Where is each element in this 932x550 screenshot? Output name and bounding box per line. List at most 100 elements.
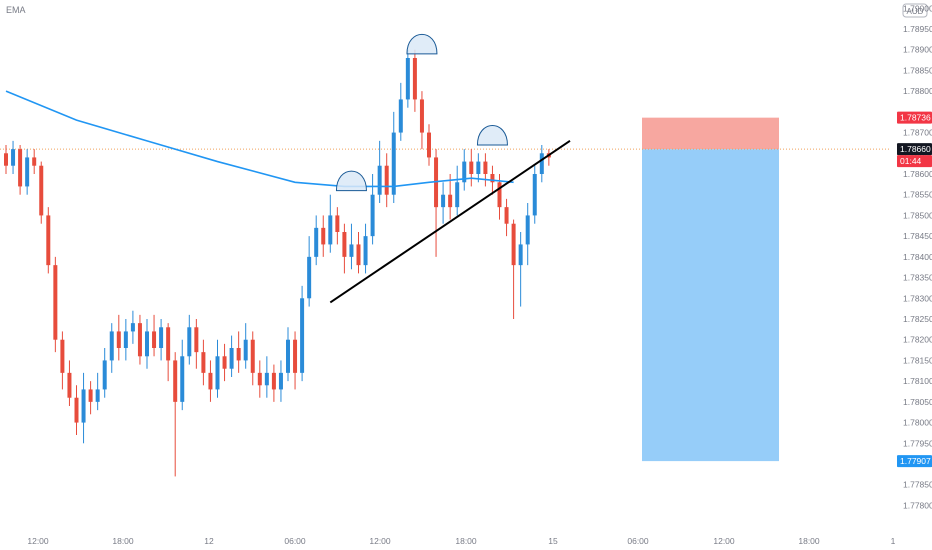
candle-body	[300, 298, 305, 373]
head-and-shoulders-arcs[interactable]	[335, 33, 508, 192]
candle-body	[511, 223, 516, 266]
candle[interactable]	[81, 372, 86, 444]
candle[interactable]	[363, 223, 368, 274]
pattern-arc-right-shoulder[interactable]	[476, 125, 508, 146]
candle[interactable]	[356, 232, 361, 274]
candle[interactable]	[300, 285, 305, 382]
candle[interactable]	[145, 319, 149, 369]
candle-body	[314, 227, 319, 257]
candle[interactable]	[53, 256, 58, 353]
candle[interactable]	[46, 207, 51, 274]
candle[interactable]	[539, 145, 544, 183]
candle-body	[60, 339, 65, 373]
candle[interactable]	[448, 174, 453, 220]
candle[interactable]	[504, 198, 509, 237]
candle[interactable]	[187, 314, 192, 365]
candle[interactable]	[342, 223, 347, 274]
candle-body	[243, 339, 248, 361]
candle[interactable]	[476, 153, 481, 183]
candle-body	[166, 327, 171, 361]
pattern-arc-left-shoulder[interactable]	[335, 170, 367, 192]
candle-body	[194, 327, 199, 353]
candle[interactable]	[419, 91, 424, 150]
candle[interactable]	[278, 360, 283, 402]
candle[interactable]	[307, 236, 312, 307]
candle[interactable]	[546, 149, 551, 166]
candle[interactable]	[321, 215, 326, 257]
candle[interactable]	[328, 194, 333, 253]
candle-body	[363, 236, 368, 266]
candle[interactable]	[370, 174, 375, 245]
candle[interactable]	[173, 352, 178, 477]
candle[interactable]	[18, 145, 23, 195]
candle[interactable]	[412, 49, 417, 112]
candle[interactable]	[441, 182, 446, 224]
candle[interactable]	[462, 149, 467, 191]
candle[interactable]	[25, 149, 30, 195]
candle[interactable]	[201, 339, 206, 386]
candle[interactable]	[532, 165, 537, 224]
short-position-tool[interactable]	[642, 117, 779, 462]
candle[interactable]	[377, 140, 382, 203]
candle[interactable]	[243, 323, 248, 369]
candle[interactable]	[455, 165, 460, 216]
candle[interactable]	[60, 331, 65, 390]
stop-loss-zone[interactable]	[642, 117, 779, 150]
candle[interactable]	[398, 82, 403, 141]
candle[interactable]	[250, 331, 255, 386]
candle[interactable]	[314, 215, 319, 266]
candle[interactable]	[293, 331, 298, 390]
candle[interactable]	[130, 310, 135, 344]
candle[interactable]	[483, 153, 488, 187]
candle[interactable]	[271, 364, 276, 402]
candle[interactable]	[264, 356, 269, 398]
time-axis[interactable]: 12:00 18:00 12 06:00 12:00 18:00 15 06:00 12:00 1…	[27, 536, 895, 546]
candle[interactable]	[123, 319, 128, 361]
candle[interactable]	[39, 161, 44, 224]
candle[interactable]	[109, 323, 114, 373]
candle[interactable]	[32, 149, 37, 174]
candle[interactable]	[286, 327, 290, 382]
candle[interactable]	[137, 314, 142, 365]
price-axis[interactable]: AUD	[902, 3, 928, 18]
trendline[interactable]	[329, 140, 571, 304]
candle[interactable]	[95, 372, 100, 411]
candle[interactable]	[384, 153, 389, 208]
candle[interactable]	[229, 335, 234, 377]
candle[interactable]	[11, 140, 16, 174]
candle[interactable]	[102, 348, 107, 398]
candle[interactable]	[74, 385, 79, 435]
candle[interactable]	[222, 343, 227, 382]
candle[interactable]	[116, 314, 121, 361]
candle[interactable]	[434, 149, 439, 257]
candle[interactable]	[469, 149, 474, 187]
candle[interactable]	[511, 219, 516, 319]
candle[interactable]	[159, 319, 164, 361]
candle[interactable]	[152, 314, 157, 357]
candle[interactable]	[427, 124, 431, 166]
candle[interactable]	[208, 360, 213, 402]
candle[interactable]	[518, 232, 523, 307]
candle[interactable]	[335, 207, 340, 245]
candle[interactable]	[67, 360, 72, 406]
candle[interactable]	[236, 331, 241, 373]
candle[interactable]	[194, 319, 199, 369]
candle-body	[152, 331, 157, 348]
candle-body	[25, 157, 30, 187]
candle[interactable]	[391, 111, 396, 203]
currency-badge[interactable]	[902, 3, 928, 18]
take-profit-zone[interactable]	[642, 149, 779, 462]
candles-layer[interactable]	[4, 49, 551, 477]
candle[interactable]	[405, 49, 410, 108]
candle[interactable]	[88, 381, 93, 415]
candle[interactable]	[349, 223, 354, 270]
candle[interactable]	[525, 203, 530, 266]
candle[interactable]	[257, 360, 262, 398]
candle[interactable]	[215, 339, 220, 398]
candle[interactable]	[180, 339, 185, 411]
pattern-arc-head[interactable]	[406, 33, 438, 55]
ema-line[interactable]	[5, 90, 514, 188]
candle[interactable]	[166, 323, 171, 382]
candle[interactable]	[4, 145, 8, 174]
